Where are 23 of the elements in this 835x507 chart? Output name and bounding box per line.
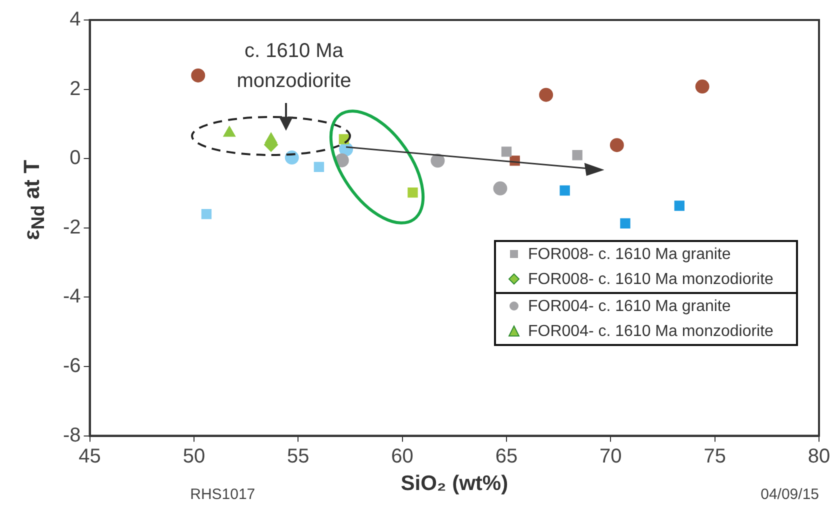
- y-tick-label: -4: [62, 286, 81, 308]
- text: 04/09/15: [760, 486, 819, 503]
- y-tick-label: -2: [62, 216, 81, 238]
- y-tick-label: 2: [70, 78, 81, 100]
- annotation: c. 1610 Ma monzodiorite: [236, 38, 352, 94]
- x-tick-label: 55: [287, 445, 310, 468]
- legend-label: FOR004- c. 1610 Ma granite: [528, 298, 731, 315]
- y-tick-label: 4: [70, 8, 81, 31]
- x-tick-label: 65: [495, 445, 518, 468]
- x-tick-label: 80: [808, 445, 830, 468]
- y-tick-label: -8: [62, 424, 81, 446]
- x-tick-label: 75: [704, 445, 726, 468]
- legend-label: FOR008- c. 1610 Ma monzodiorite: [528, 270, 774, 288]
- x-tick-label: 50: [182, 445, 206, 468]
- x-tick-label: 45: [78, 445, 101, 468]
- x-axis-title: SiO₂ (wt%): [400, 472, 508, 496]
- legend-label: FOR008- c. 1610 Ma granite: [528, 246, 731, 263]
- y-tick-label: 0: [70, 147, 81, 170]
- text: RHS1017: [190, 486, 256, 503]
- x-tick-label: 70: [600, 445, 622, 468]
- x-tick-label: 60: [391, 445, 414, 468]
- y-tick-label: -6: [62, 355, 81, 378]
- legend-label: FOR004- c. 1610 Ma monzodiorite: [528, 322, 774, 340]
